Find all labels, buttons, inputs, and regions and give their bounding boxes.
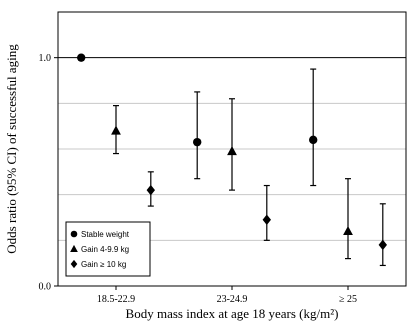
legend: Stable weight Gain 4-9.9 kg Gain ≥ 10 kg [65, 221, 151, 277]
data-point-diamond [262, 214, 271, 226]
legend-label: Stable weight [81, 230, 130, 239]
legend-label: Gain 4-9.9 kg [81, 245, 129, 254]
x-tick-label: ≥ 25 [339, 294, 357, 305]
data-point-group [193, 91, 202, 180]
data-point-diamond [378, 239, 387, 251]
x-axis-ticks: 18.5-22.9 23-24.9 ≥ 25 [97, 286, 357, 305]
data-point-group [227, 98, 237, 191]
data-point-group [77, 53, 86, 62]
data-point-group [378, 203, 387, 267]
legend-box [65, 221, 151, 277]
data-point-diamond [146, 184, 155, 196]
legend-marker-circle [70, 230, 78, 238]
data-point-triangle [227, 146, 237, 156]
data-point-circle [193, 137, 202, 147]
x-tick-label: 23-24.9 [217, 294, 248, 305]
data-point-circle [77, 53, 86, 62]
y-tick-label: 1.0 [39, 53, 52, 64]
y-axis-title: Odds ratio (95% CI) of successful aging [4, 44, 19, 254]
y-axis-ticks: 0.0 1.0 [39, 53, 58, 293]
legend-marker-diamond [70, 259, 78, 269]
data-point-circle [309, 135, 318, 145]
data-point-group [111, 105, 121, 155]
data-point-group [309, 68, 318, 187]
data-point-triangle [343, 225, 353, 236]
x-tick-label: 18.5-22.9 [97, 294, 135, 305]
data-point-group [343, 178, 353, 260]
data-point-group [262, 184, 271, 241]
y-tick-label: 0.0 [39, 282, 52, 293]
x-axis-title: Body mass index at age 18 years (kg/m²) [126, 306, 339, 321]
legend-marker-triangle [70, 244, 78, 253]
data-point-triangle [111, 125, 121, 135]
legend-label: Gain ≥ 10 kg [81, 260, 126, 269]
data-point-group [146, 171, 155, 207]
data-marks [77, 53, 387, 267]
